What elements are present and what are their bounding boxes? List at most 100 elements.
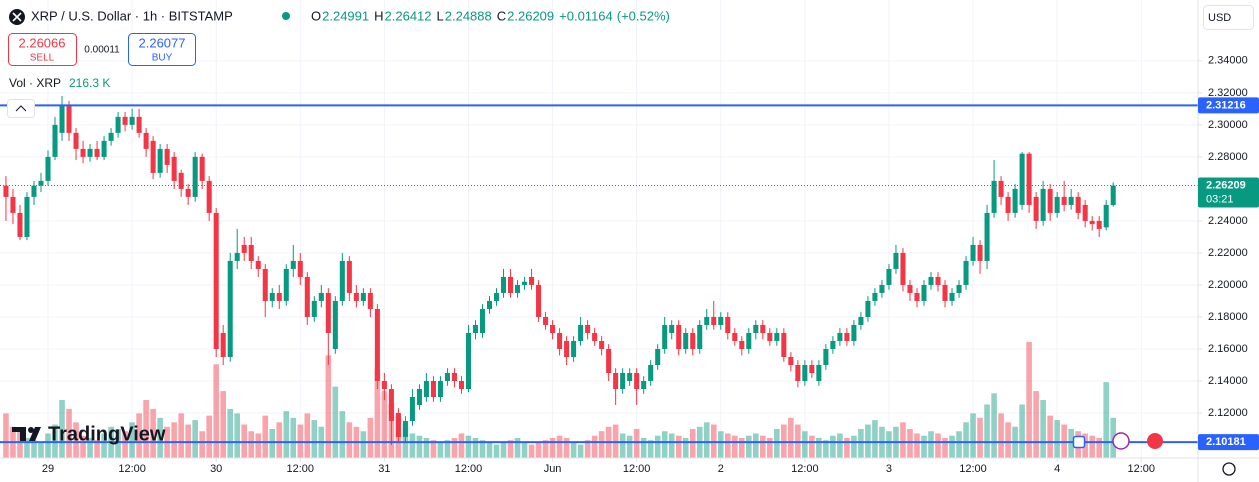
price-line-layer — [0, 104, 1198, 444]
candle-body — [1040, 188, 1046, 221]
candle-body — [844, 332, 850, 341]
volume-bar — [346, 422, 353, 458]
settings-icon[interactable] — [1222, 462, 1236, 476]
volume-bar — [774, 429, 780, 458]
candle-body — [129, 116, 135, 125]
volume-bar — [283, 411, 290, 458]
candle-body — [830, 340, 836, 349]
volume-bar — [486, 442, 493, 458]
candle-body — [199, 156, 205, 181]
candle-body — [304, 276, 310, 317]
candle-body — [627, 372, 633, 381]
candle-body — [683, 332, 689, 349]
ohlc-key: H — [374, 8, 383, 23]
candle-body — [87, 148, 93, 157]
x-tick-label: 31 — [378, 463, 390, 475]
volume-bar — [577, 444, 584, 458]
volume-bar — [157, 417, 163, 458]
candle-body — [1047, 188, 1053, 213]
candle-body — [634, 372, 640, 390]
line-handle[interactable] — [1072, 435, 1086, 449]
volume-bar — [332, 386, 339, 458]
candle-body — [578, 324, 584, 341]
candle-body — [515, 284, 521, 293]
volume-bar — [851, 435, 857, 458]
candle-body — [928, 276, 934, 285]
volume-bar — [984, 404, 990, 458]
volume-bar — [1089, 435, 1095, 458]
volume-bar — [80, 435, 86, 458]
candle-body — [508, 276, 514, 293]
volume-bar — [598, 431, 605, 458]
candle-body — [851, 324, 857, 341]
volume-title: Vol · XRP — [9, 76, 61, 90]
candle-body — [886, 268, 892, 285]
candle-body — [374, 308, 380, 381]
buy-button[interactable] — [128, 33, 196, 66]
volume-bar — [977, 417, 983, 458]
volume-bar — [738, 437, 745, 458]
volume-bar — [465, 435, 472, 458]
volume-bar — [1040, 400, 1046, 458]
candle-body — [220, 332, 226, 357]
volume-layer — [3, 342, 1117, 458]
volume-bar — [514, 437, 521, 458]
volume-bar — [619, 433, 626, 458]
candle-body — [234, 252, 240, 261]
volume-bar — [563, 437, 570, 458]
x-tick-label: Jun — [544, 463, 562, 475]
candle-body — [150, 140, 156, 173]
candle-body — [865, 300, 871, 317]
volume-bar — [949, 435, 955, 458]
candle-body — [1103, 204, 1109, 228]
candle-body — [746, 332, 752, 349]
volume-bar — [472, 437, 479, 458]
candle-body — [45, 156, 51, 181]
volume-bar — [900, 422, 906, 458]
volume-bar — [423, 437, 430, 458]
flag-icon[interactable] — [1147, 433, 1163, 449]
candle-body — [620, 372, 626, 390]
volume-bar — [87, 437, 93, 458]
symbol-logo-mark — [12, 12, 22, 22]
volume-bar — [59, 400, 65, 458]
collapse-button[interactable] — [7, 99, 35, 118]
candle-body — [402, 421, 408, 438]
volume-bar — [325, 355, 332, 458]
buy-label: BUY — [152, 53, 173, 64]
volume-bar — [311, 420, 318, 458]
event-icon[interactable] — [1112, 432, 1130, 450]
candle-body — [276, 292, 282, 301]
volume-bar — [668, 433, 675, 458]
candle-body — [458, 380, 464, 390]
volume-bar — [290, 417, 297, 458]
x-tick-label: 12:00 — [1127, 463, 1155, 475]
volume-bar — [584, 440, 591, 458]
volume-bar — [409, 433, 416, 458]
candle-body — [599, 340, 605, 349]
x-tick-label: 4 — [1054, 463, 1060, 475]
volume-bar — [150, 408, 156, 458]
candle-body — [571, 340, 577, 357]
sell-button[interactable] — [8, 33, 77, 66]
volume-bar — [809, 435, 815, 458]
candle-body — [66, 105, 72, 133]
volume-bar — [339, 411, 346, 458]
volume-bar — [101, 433, 107, 458]
currency-button[interactable] — [1203, 5, 1254, 30]
volume-bar — [143, 400, 149, 458]
volume-bar — [682, 437, 689, 458]
candle-body — [255, 260, 261, 269]
volume-bar — [767, 437, 773, 458]
candle-body — [108, 132, 114, 141]
candle-body — [816, 364, 822, 381]
candle-body — [662, 324, 668, 349]
volume-bar — [507, 440, 514, 458]
candle-body — [921, 284, 927, 301]
ohlc-value: 2.26412 — [385, 8, 432, 23]
price-line-label: 2.10181 — [1206, 436, 1246, 448]
x-tick-label: 12:00 — [455, 463, 483, 475]
candle-body — [753, 324, 759, 333]
candle-body — [1012, 188, 1018, 213]
